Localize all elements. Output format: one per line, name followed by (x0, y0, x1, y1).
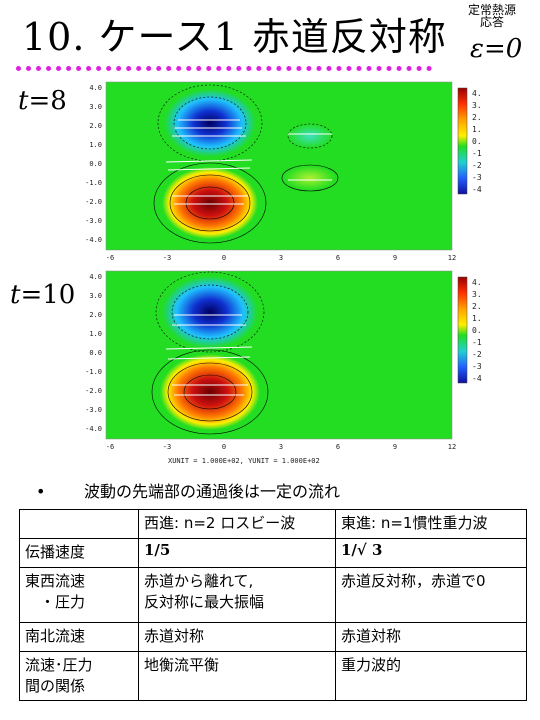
panel-label-t8: t=8 (18, 86, 67, 116)
panel-label-var: t (10, 280, 21, 310)
colorbar-tick: 3.0 (472, 290, 482, 299)
bullet-text: 波動の先端部の通過後は一定の流れ (84, 482, 341, 501)
y-tick: -3.0 (85, 406, 102, 414)
table-header-cell (19, 509, 139, 539)
x-tick: 6 (336, 443, 340, 451)
y-tick: 3.0 (89, 292, 102, 300)
table-row: 伝播速度 1/5 1/√ 3 (19, 538, 527, 568)
y-tick: -4.0 (85, 425, 102, 433)
y-tick: 1.0 (89, 141, 102, 149)
x-tick: 12 (448, 254, 456, 262)
field-plot-t8: -6 -3 0 3 6 9 12 4.0 3.0 2.0 1.0 0.0 -1.… (85, 81, 482, 262)
table-row: 東西流速 ・圧力 赤道から離れて, 反対称に最大振幅 赤道反対称，赤道で0 (19, 567, 527, 623)
table-cell: 重力波的 (335, 651, 527, 701)
colorbar-tick: 4.0 (472, 278, 482, 287)
table-row: 南北流速 赤道対称 赤道対称 (19, 622, 527, 652)
dotted-rule (16, 66, 432, 71)
bullet-point: • 波動の先端部の通過後は一定の流れ (36, 478, 340, 502)
colorbar-tick: -2.0 (472, 161, 482, 170)
x-tick: 0 (222, 254, 226, 262)
colorbar (457, 87, 468, 195)
x-tick: 0 (222, 443, 226, 451)
colorbar-labels: 4.0 3.0 2.0 1.0 0.0 -1.0 -2.0 -3.0 -4.0 (472, 278, 482, 383)
wind-vectors (165, 314, 253, 396)
colorbar-labels: 4.0 3.0 2.0 1.0 0.0 -1.0 -2.0 -3.0 -4.0 (472, 89, 482, 194)
y-tick: 0.0 (89, 349, 102, 357)
table-cell: 赤道対称 (335, 622, 527, 652)
panel-label-eq: =10 (20, 280, 76, 310)
y-tick: 1.0 (89, 330, 102, 338)
x-tick: -6 (106, 254, 114, 262)
x-tick: 9 (393, 254, 397, 262)
bullet-symbol: • (36, 482, 46, 501)
colorbar-tick: -2.0 (472, 350, 482, 359)
y-tick: -1.0 (85, 368, 102, 376)
x-tick: -6 (106, 443, 114, 451)
page-title: 10. ケース1 赤道反対称 (22, 15, 447, 59)
table-cell: 1/√ 3 (335, 538, 527, 568)
y-tick: 0.0 (89, 160, 102, 168)
table-cell: 赤道対称 (138, 622, 336, 652)
y-tick: -3.0 (85, 217, 102, 225)
y-tick: -2.0 (85, 198, 102, 206)
table-row: 流速･圧力 間の関係 地衡流平衡 重力波的 (19, 651, 527, 701)
y-tick-labels: 4.0 3.0 2.0 1.0 0.0 -1.0 -2.0 -3.0 -4.0 (85, 273, 102, 433)
colorbar (457, 276, 468, 384)
y-tick: 2.0 (89, 122, 102, 130)
title-subnote: 定常熱源 応答 (468, 4, 516, 28)
y-tick-labels: 4.0 3.0 2.0 1.0 0.0 -1.0 -2.0 -3.0 -4.0 (85, 84, 102, 244)
colorbar-tick: -3.0 (472, 362, 482, 371)
title-subnote-line2: 応答 (480, 15, 505, 29)
y-tick: -2.0 (85, 387, 102, 395)
x-tick: 9 (393, 443, 397, 451)
table-cell: 赤道から離れて, 反対称に最大振幅 (138, 567, 336, 623)
table-header-cell: 東進: n=1慣性重力波 (335, 509, 527, 539)
table-cell: 地衡流平衡 (138, 651, 336, 701)
y-tick: -1.0 (85, 179, 102, 187)
y-tick: 4.0 (89, 273, 102, 281)
colorbar-tick: -1.0 (472, 149, 482, 158)
colorbar-tick: -1.0 (472, 338, 482, 347)
x-tick: -3 (163, 443, 171, 451)
panel-label-var: t (18, 86, 29, 116)
colorbar-tick: 2.0 (472, 113, 482, 122)
x-tick-labels: -6 -3 0 3 6 9 12 (106, 443, 456, 451)
table-cell: 1/5 (138, 538, 336, 568)
colorbar-tick: -4.0 (472, 185, 482, 194)
x-tick: 3 (279, 443, 283, 451)
wave-comparison-table: 西進: n=2 ロスビー波 東進: n=1慣性重力波 伝播速度 1/5 1/√ … (19, 509, 527, 701)
colorbar-tick: 4.0 (472, 89, 482, 98)
table-cell: 赤道反対称，赤道で0 (335, 567, 527, 623)
colorbar-tick: 0.0 (472, 137, 482, 146)
table-header-cell: 西進: n=2 ロスビー波 (138, 509, 336, 539)
field-plot-t10: -6 -3 0 3 6 9 12 4.0 3.0 2.0 1.0 0.0 -1.… (85, 270, 482, 451)
title-subnote-line1: 定常熱源 (468, 3, 517, 17)
table-cell: 東西流速 ・圧力 (19, 567, 139, 623)
x-tick: -3 (163, 254, 171, 262)
colorbar-tick: -3.0 (472, 173, 482, 182)
x-tick: 6 (336, 254, 340, 262)
y-tick: 4.0 (89, 84, 102, 92)
colorbar-tick: -4.0 (472, 374, 482, 383)
colorbar-tick: 1.0 (472, 125, 482, 134)
x-tick: 12 (448, 443, 456, 451)
panel-label-t10: t=10 (10, 280, 75, 310)
epsilon-label: ε=0 (470, 34, 523, 64)
x-tick: 3 (279, 254, 283, 262)
colorbar-tick: 1.0 (472, 314, 482, 323)
colorbar-tick: 3.0 (472, 101, 482, 110)
panel-label-eq: =8 (28, 86, 67, 116)
table-header-row: 西進: n=2 ロスビー波 東進: n=1慣性重力波 (19, 509, 527, 539)
colorbar-tick: 0.0 (472, 326, 482, 335)
x-tick-labels: -6 -3 0 3 6 9 12 (106, 254, 456, 262)
colorbar-tick: 2.0 (472, 302, 482, 311)
unit-caption: XUNIT = 1.000E+02, YUNIT = 1.000E+02 (168, 457, 320, 465)
y-tick: -4.0 (85, 236, 102, 244)
wind-vectors (165, 119, 332, 205)
y-tick: 3.0 (89, 103, 102, 111)
y-tick: 2.0 (89, 311, 102, 319)
table-cell: 流速･圧力 間の関係 (19, 651, 139, 701)
table-cell: 伝播速度 (19, 538, 139, 568)
table-cell: 南北流速 (19, 622, 139, 652)
